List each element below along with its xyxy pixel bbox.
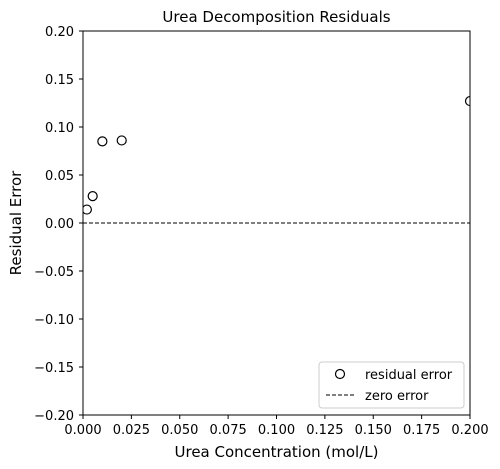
legend-label-zero-error: zero error: [365, 389, 429, 404]
x-tick-label: 0.050: [161, 423, 198, 438]
y-tick-label: 0.10: [45, 121, 74, 136]
legend-marker-residual-error: [334, 368, 346, 380]
y-axis-label: Residual Error: [7, 170, 25, 276]
x-tick-label: 0.000: [64, 423, 101, 438]
x-tick-label: 0.150: [355, 423, 392, 438]
y-tick-label: 0.15: [45, 73, 74, 88]
residual-point: [97, 136, 108, 147]
x-tick-label: 0.100: [258, 423, 295, 438]
residual-point: [83, 204, 92, 215]
legend-box: [318, 361, 465, 409]
y-tick-label: −0.15: [34, 361, 74, 376]
x-tick-label: 0.175: [403, 423, 440, 438]
y-tick-label: 0.20: [45, 25, 74, 40]
x-axis-label: Urea Concentration (mol/L): [175, 443, 379, 461]
x-tick-label: 0.025: [113, 423, 150, 438]
y-tick-label: −0.05: [34, 265, 74, 280]
residual-point: [116, 135, 127, 146]
x-tick-label: 0.200: [451, 423, 488, 438]
y-tick-label: −0.20: [34, 409, 74, 424]
x-tick-label: 0.125: [306, 423, 343, 438]
residual-point: [464, 95, 470, 107]
chart-title: Urea Decomposition Residuals: [162, 8, 390, 26]
y-tick-label: 0.05: [45, 169, 74, 184]
residual-point: [87, 191, 98, 202]
legend: residual error zero error: [318, 361, 465, 409]
y-tick-label: 0.00: [45, 217, 74, 232]
legend-label-residual-error: residual error: [365, 368, 453, 383]
y-tick-label: −0.10: [34, 313, 74, 328]
x-tick-label: 0.075: [210, 423, 247, 438]
